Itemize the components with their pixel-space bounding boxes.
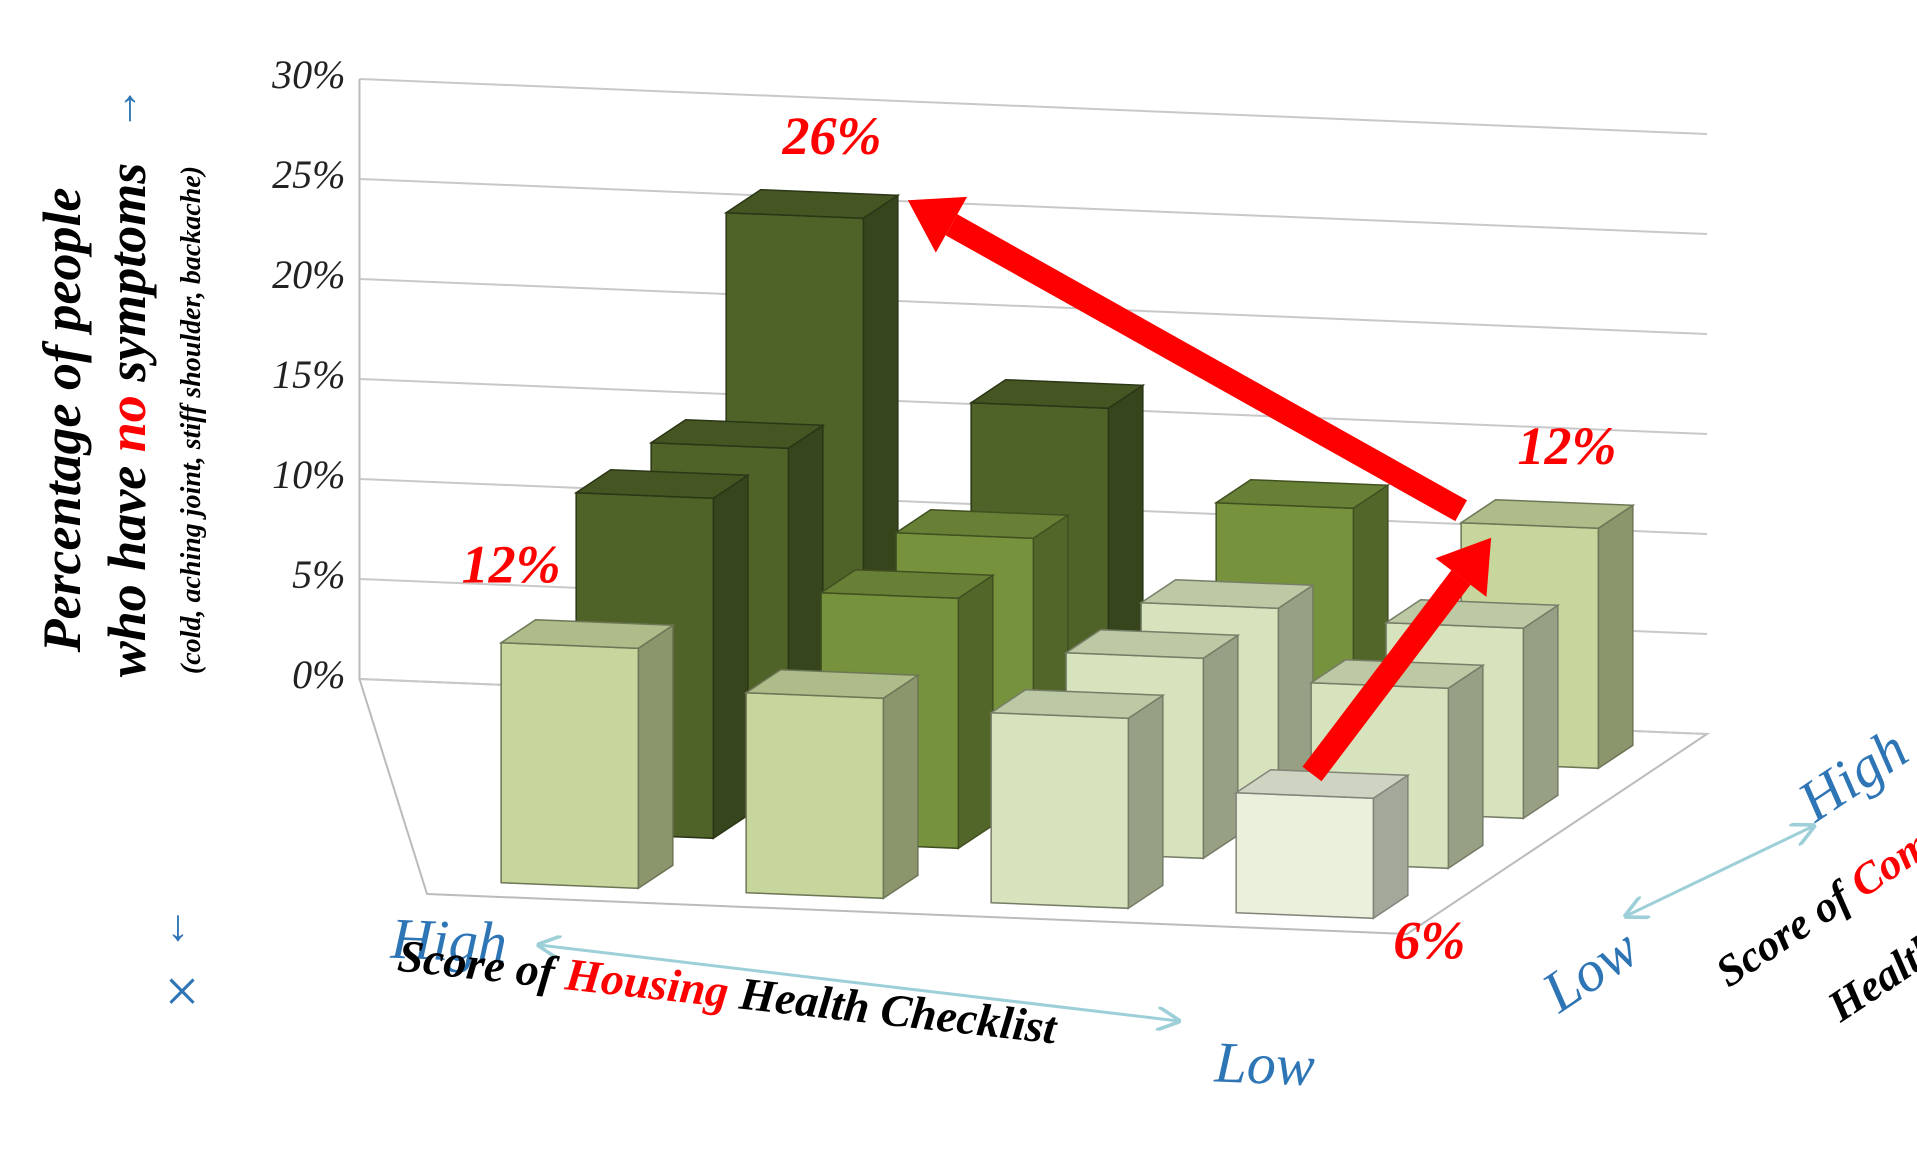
arrow-down: ↓ — [167, 901, 189, 950]
highlight-arrow — [945, 214, 1468, 522]
bar-side — [1447, 663, 1484, 870]
bar-top — [1213, 478, 1391, 510]
depth-axis-arrow — [1626, 826, 1814, 916]
bar-side — [637, 623, 674, 890]
bar-top — [723, 188, 901, 220]
bar-top — [968, 378, 1146, 410]
bar-top — [743, 668, 921, 700]
bar-top — [1233, 768, 1411, 800]
bar-side — [712, 473, 749, 840]
x-axis-title-part: Housing — [562, 948, 731, 1017]
arrow-up: ↑ — [119, 81, 141, 130]
y-tick-label: 30% — [271, 52, 345, 97]
bar-front — [745, 691, 885, 900]
highlight-arrow — [1302, 570, 1471, 782]
bar — [1233, 768, 1411, 920]
bar-front — [990, 711, 1130, 910]
bar-front — [1235, 791, 1375, 920]
highlight-arrowhead — [1435, 537, 1492, 597]
depth-axis-low: Low — [1530, 915, 1650, 1025]
bar-top — [498, 618, 676, 650]
bar-top — [1138, 578, 1316, 610]
plot: 0% 5% 10% 15% 20% 25% 30% 12% 6% 26% 12% High Low Sco… — [271, 52, 1917, 1098]
y-tick-label: 20% — [272, 252, 345, 297]
bar-front — [500, 641, 640, 890]
y-tick-label: 25% — [272, 152, 345, 197]
value-label: 6% — [1393, 910, 1465, 970]
depth-axis-high: High — [1786, 716, 1917, 835]
bar-side — [957, 573, 994, 850]
x-axis-title: Score of Housing Health Checklist — [395, 930, 1060, 1054]
value-label: 12% — [462, 535, 561, 595]
bar — [498, 618, 676, 890]
y-title-line1: Percentage of people — [32, 188, 92, 654]
bar-side — [1127, 693, 1164, 910]
highlight-arrowhead — [907, 196, 968, 253]
y-title-part: who have — [97, 452, 157, 677]
x-axis-arrow — [539, 945, 1179, 1021]
bar-top — [893, 508, 1071, 540]
x-axis-low: Low — [1212, 1029, 1316, 1098]
grid-line — [359, 278, 1708, 335]
x-axis-title-part: Score of — [395, 930, 568, 999]
y-title-line2: who have no symptoms — [97, 163, 157, 678]
bar-top — [573, 468, 751, 500]
y-subtitle: (cold, aching joint, stiff shoulder, bac… — [176, 166, 207, 674]
bar-side — [882, 673, 919, 900]
grid-line — [359, 178, 1708, 235]
bar-side — [1202, 633, 1239, 860]
bar-side — [1597, 503, 1634, 770]
bar-top — [1063, 628, 1241, 660]
bar-top — [648, 418, 826, 450]
x-axis-high: High — [389, 906, 509, 976]
bar — [988, 688, 1166, 910]
grid-line — [359, 78, 1708, 135]
value-label: 26% — [782, 106, 882, 166]
y-tick-label: 10% — [272, 452, 345, 497]
x-axis-title-part: Health Checklist — [726, 966, 1061, 1053]
cross: × — [165, 958, 200, 1026]
bar-side — [1522, 603, 1559, 820]
y-tick-label: 5% — [292, 552, 345, 597]
y-tick-label: 0% — [292, 652, 345, 697]
bar-top — [1458, 498, 1636, 530]
bar — [743, 668, 921, 900]
y-tick-label: 15% — [272, 352, 345, 397]
bar-top — [818, 568, 996, 600]
y-title-highlight: no — [97, 395, 157, 452]
bar-top — [988, 688, 1166, 720]
value-label: 12% — [1518, 416, 1617, 476]
y-axis-title: Percentage of people who have no symptom… — [32, 163, 207, 678]
y-title-part: symptoms — [97, 163, 157, 396]
bar-side — [1372, 773, 1409, 920]
